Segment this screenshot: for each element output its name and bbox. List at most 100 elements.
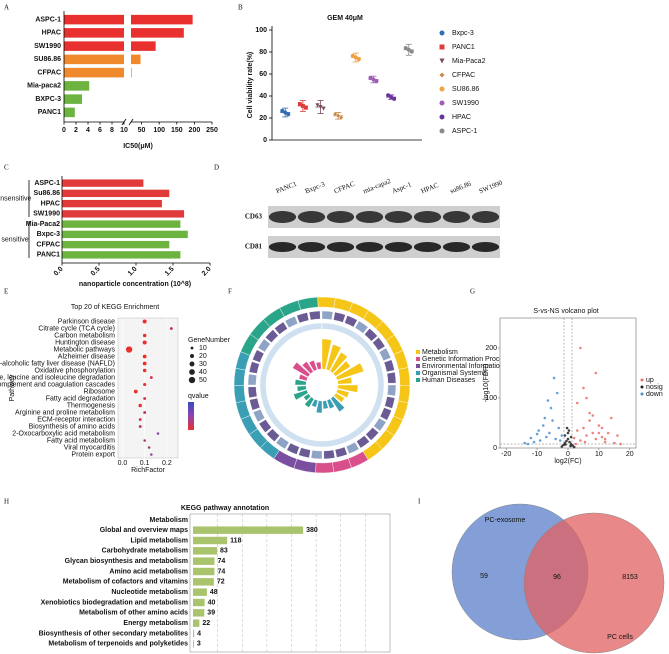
data-point [315, 103, 320, 108]
axis-break-gap [124, 11, 131, 126]
inner-bar [301, 361, 314, 374]
point [609, 416, 613, 420]
pathway-label: Carbon metabolism [54, 332, 115, 339]
point [564, 443, 567, 446]
point [606, 431, 610, 435]
legend-label: up [646, 377, 654, 384]
point [575, 401, 579, 405]
point [523, 441, 527, 445]
inner-bar [333, 392, 345, 403]
blot-band [442, 211, 471, 223]
point [603, 440, 607, 444]
legend-label: ASPC-1 [452, 128, 477, 135]
plot-frame [189, 513, 391, 653]
point [613, 441, 616, 445]
inner-bar [294, 379, 307, 386]
ring-segment [284, 315, 299, 329]
category-label: CFPAC [36, 241, 60, 248]
size-legend-marker [190, 346, 194, 350]
legend-label: Organismal Systems [422, 370, 487, 377]
bubble [143, 397, 147, 400]
value-label: 40 [208, 599, 216, 606]
value-label: 48 [210, 589, 218, 596]
bubble [143, 411, 147, 414]
ring-segment [373, 417, 387, 432]
point [594, 371, 598, 375]
category-label: ASPC-1 [34, 180, 60, 187]
data-point [280, 108, 285, 113]
size-legend-marker [188, 376, 196, 384]
value-label: 74 [217, 568, 225, 575]
ring-segment [274, 321, 288, 335]
point [588, 411, 591, 415]
point [567, 429, 571, 432]
data-point [392, 96, 397, 101]
point [600, 435, 604, 439]
legend-label: Environmental Information Processing [422, 363, 540, 370]
x-tick-label: 20 [626, 451, 634, 458]
bubble [142, 368, 147, 373]
point [537, 429, 540, 432]
color-legend-title: qvalue [188, 393, 209, 400]
legend-marker [439, 30, 445, 36]
inner-bar [333, 360, 351, 377]
x-tick-label: 0.5 [90, 266, 102, 278]
x-tick-label: 2 [74, 127, 78, 134]
pathway-label: Fatty acid degradation [46, 395, 115, 402]
y-tick-label: 200 [485, 345, 497, 352]
legend-marker [439, 58, 445, 64]
bubble [147, 446, 151, 449]
point [560, 434, 564, 437]
inner-bar [335, 362, 365, 381]
x-tick-label: -20 [501, 451, 511, 458]
bubble [133, 389, 138, 394]
x-axis-label: RichFactor [131, 467, 166, 474]
ring-segment [275, 436, 290, 450]
ring-segment [384, 396, 396, 409]
x-tick-label: 50 [138, 127, 146, 134]
legend-marker [640, 378, 644, 382]
ring-segment [308, 310, 321, 321]
legend-label: nosig [646, 384, 663, 391]
panel-label: G [470, 288, 475, 296]
data-point [409, 49, 414, 54]
ring-segment [372, 337, 386, 351]
value-label: 74 [217, 558, 225, 565]
ring-segment [378, 347, 392, 362]
bubble [150, 453, 153, 456]
category-label: Mia-paca2 [27, 83, 61, 90]
legend-swatch [416, 350, 420, 354]
panel-label: D [214, 164, 219, 172]
point [551, 419, 554, 422]
ring-segment [383, 359, 395, 373]
pathway-label: Arginine and proline metabolism [15, 409, 115, 416]
category-label: CFPAC [37, 69, 61, 76]
value-label: 380 [306, 527, 318, 534]
ring-segment [310, 450, 323, 460]
point [585, 434, 588, 437]
inner-bar [315, 400, 323, 414]
inner-bar [308, 360, 318, 372]
point [600, 426, 604, 430]
set-count: 59 [480, 573, 488, 580]
panel-label: C [4, 164, 9, 172]
set-name: PC cells [607, 634, 633, 641]
value-label: 83 [220, 548, 228, 555]
point [541, 424, 545, 427]
point [545, 435, 548, 439]
data-point [333, 112, 338, 116]
category-label: Energy metabolism [123, 620, 188, 627]
chart-title: Top 20 of KEGG Enrichment [71, 304, 159, 311]
data-point [406, 47, 411, 52]
pathway-label: Viral myocarditis [64, 444, 116, 451]
y-axis-label: Pathway [9, 374, 16, 401]
point [619, 442, 622, 446]
data-point [318, 105, 323, 109]
blot-band [297, 211, 326, 223]
x-axis-label: nanoparticle concentration (10^8) [79, 280, 191, 288]
point [555, 391, 559, 395]
data-point [386, 93, 391, 98]
bar [193, 640, 194, 648]
inner-bar [292, 361, 311, 378]
panel-label: A [4, 4, 9, 12]
